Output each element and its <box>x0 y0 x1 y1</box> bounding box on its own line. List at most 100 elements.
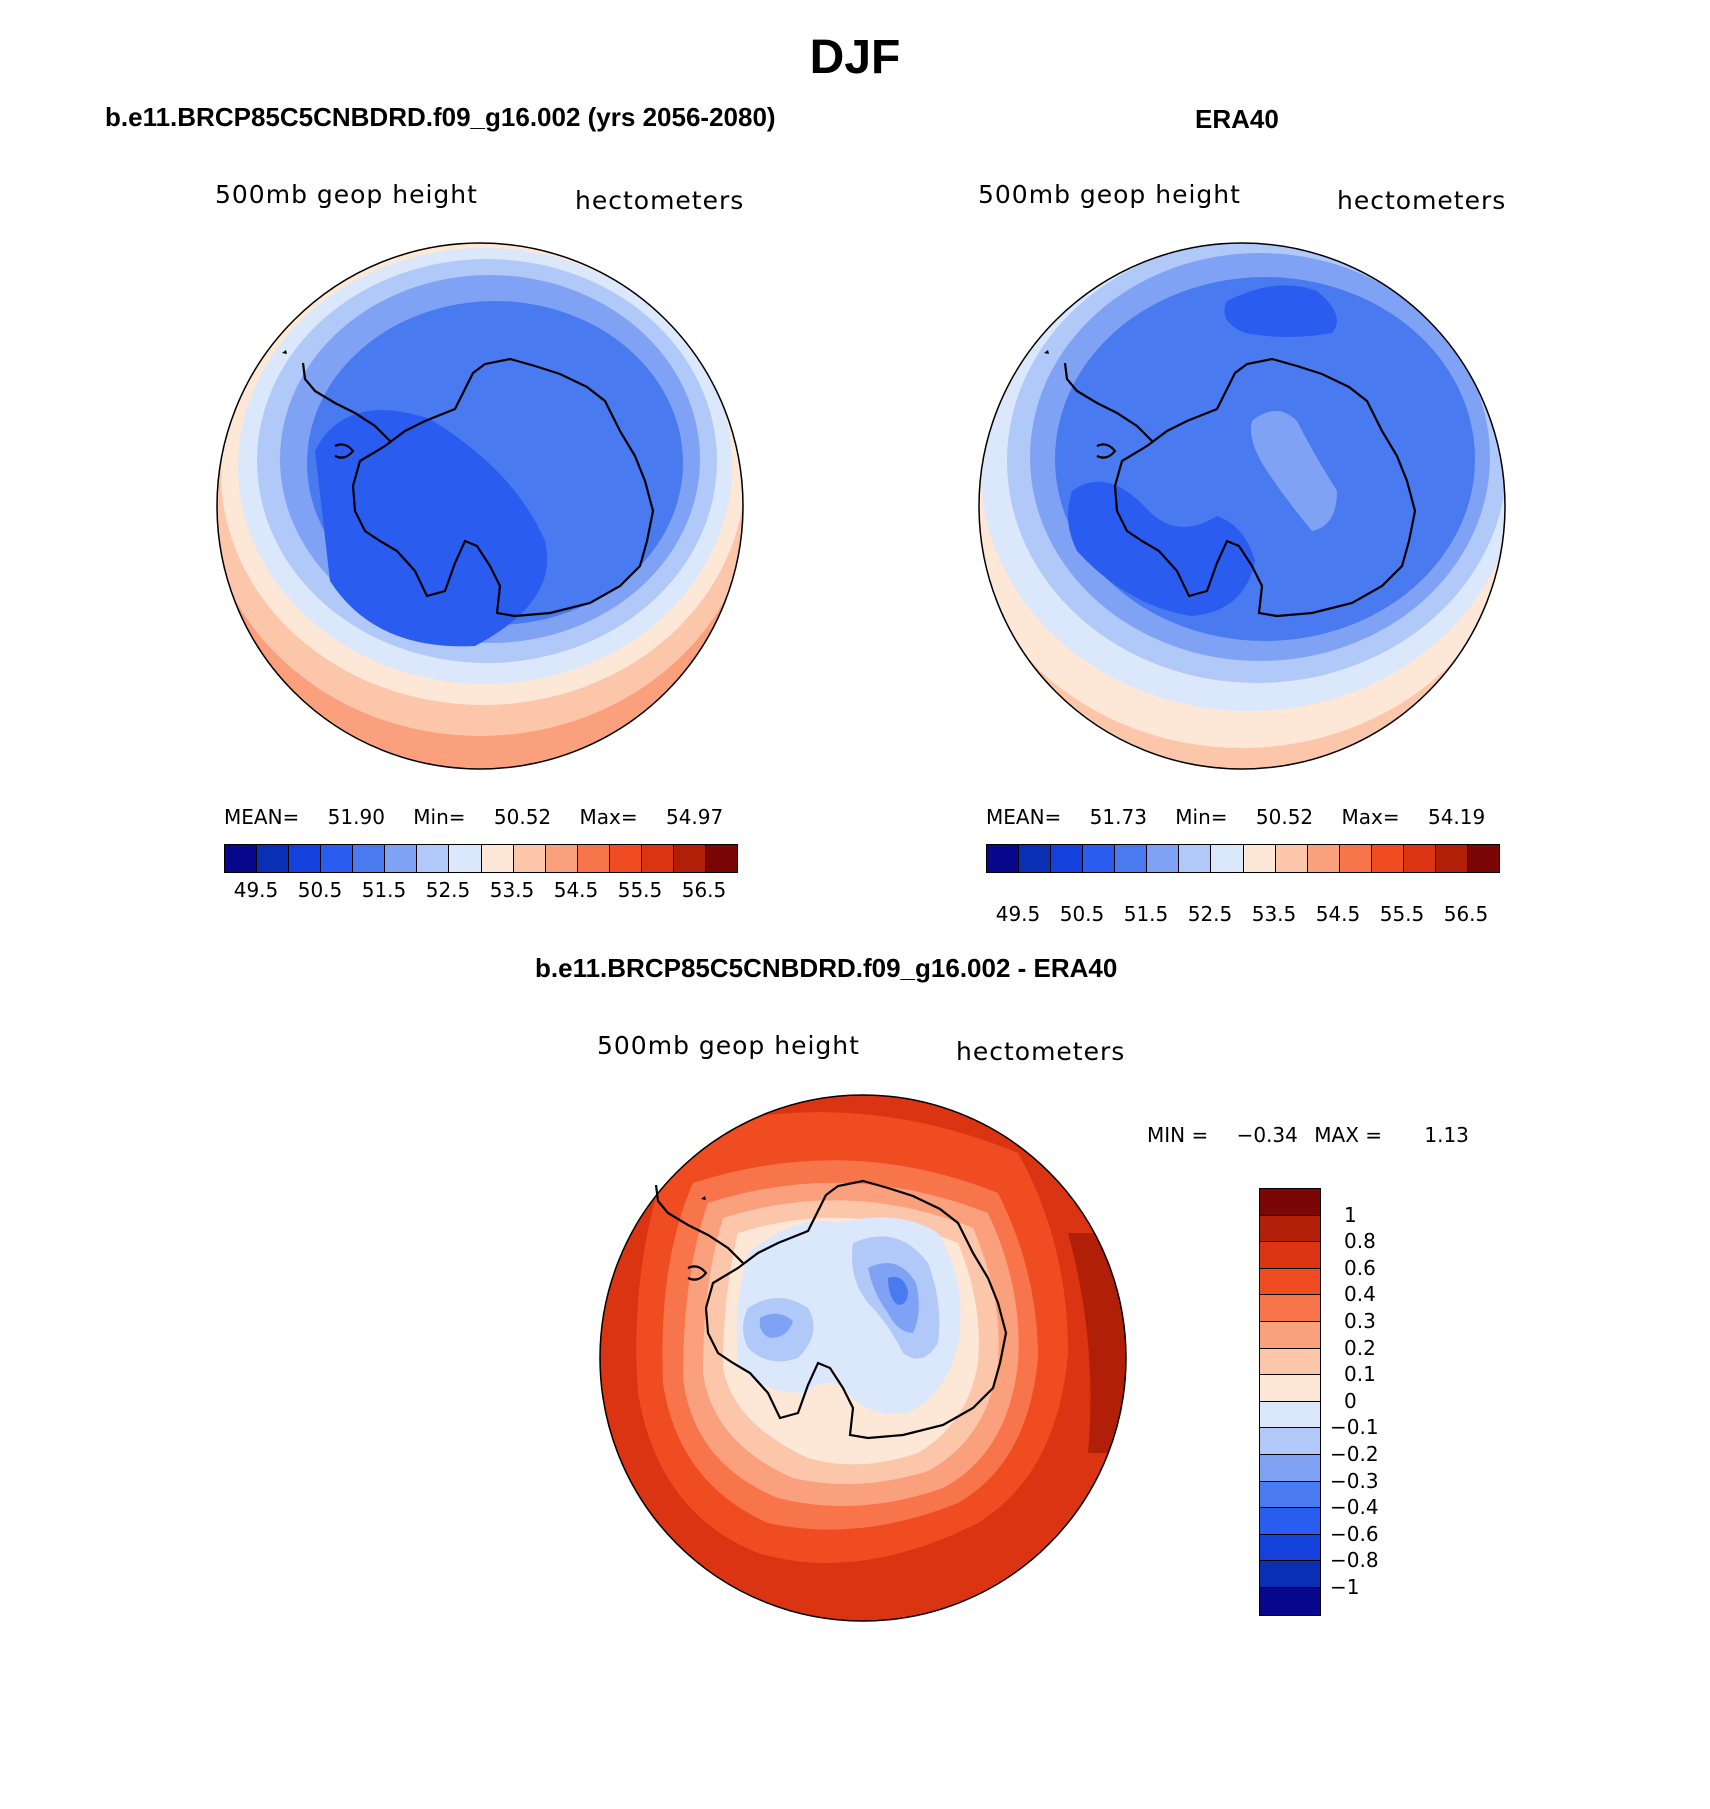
obs-mean-label: MEAN= <box>986 805 1062 829</box>
colorbar-tick-label: 56.5 <box>1443 902 1489 926</box>
colorbar-swatch <box>1339 845 1372 872</box>
colorbar-swatch <box>1260 1348 1320 1376</box>
colorbar-tick-label: 49.5 <box>233 878 279 902</box>
colorbar-tick-label: 54.5 <box>553 878 599 902</box>
colorbar-tick-label: −0.1 <box>1330 1415 1379 1440</box>
colorbar-swatch <box>1019 845 1052 872</box>
colorbar-swatch <box>1260 1215 1320 1243</box>
colorbar-tick-label: 56.5 <box>681 878 727 902</box>
model-colorbar <box>224 844 738 873</box>
colorbar-swatch <box>1083 845 1116 872</box>
colorbar-swatch <box>1435 845 1468 872</box>
diff-stats: MIN = −0.34 MAX = 1.13 <box>1147 1123 1469 1147</box>
obs-stats: MEAN= 51.73 Min= 50.52 Max= 54.19 <box>986 805 1485 829</box>
obs-units-label: hectometers <box>1337 186 1507 215</box>
model-min-value: 50.52 <box>493 805 552 829</box>
colorbar-tick-label: 0.1 <box>1344 1362 1376 1387</box>
colorbar-swatch <box>417 845 450 872</box>
colorbar-swatch <box>1260 1561 1320 1588</box>
diff-max-label: MAX = <box>1314 1123 1383 1147</box>
diff-panel-title: b.e11.BRCP85C5CNBDRD.f09_g16.002 - ERA40 <box>535 953 1118 983</box>
model-max-label: Max= <box>579 805 638 829</box>
colorbar-swatch <box>353 845 386 872</box>
colorbar-swatch <box>1260 1321 1320 1349</box>
colorbar-swatch <box>1307 845 1340 872</box>
model-min-label: Min= <box>413 805 466 829</box>
colorbar-swatch <box>321 845 354 872</box>
colorbar-swatch <box>1260 1481 1320 1509</box>
colorbar-swatch <box>481 845 514 872</box>
obs-min-value: 50.52 <box>1255 805 1314 829</box>
colorbar-swatch <box>1260 1508 1320 1535</box>
obs-max-value: 54.19 <box>1427 805 1486 829</box>
model-mean-label: MEAN= <box>224 805 300 829</box>
colorbar-swatch <box>1051 845 1084 872</box>
model-mean-value: 51.90 <box>327 805 385 829</box>
colorbar-tick-label: 50.5 <box>297 878 343 902</box>
colorbar-tick-label: 49.5 <box>995 902 1041 926</box>
colorbar-swatch <box>1275 845 1308 872</box>
colorbar-swatch <box>1467 845 1499 872</box>
colorbar-swatch <box>1211 845 1244 872</box>
colorbar-swatch <box>1260 1268 1320 1296</box>
colorbar-swatch <box>1260 1295 1320 1322</box>
obs-polar-map <box>978 242 1506 770</box>
diff-polar-map <box>599 1094 1127 1622</box>
colorbar-tick-label: 0.2 <box>1344 1335 1376 1360</box>
colorbar-swatch <box>1260 1454 1320 1482</box>
model-stats: MEAN= 51.90 Min= 50.52 Max= 54.97 <box>224 805 723 829</box>
colorbar-swatch <box>1260 1587 1320 1615</box>
colorbar-swatch <box>1260 1242 1320 1269</box>
obs-min-label: Min= <box>1175 805 1228 829</box>
diff-colorbar-ticks: 1 0.8 0.6 0.4 0.3 0.2 0.1 0 −0.1 −0.2 −0.3 −0.4 −0.6… <box>1330 1188 1410 1614</box>
colorbar-swatch <box>449 845 482 872</box>
obs-colorbar <box>986 844 1500 873</box>
colorbar-swatch <box>1243 845 1276 872</box>
colorbar-swatch <box>577 845 610 872</box>
colorbar-tick-label: 0.4 <box>1344 1282 1376 1307</box>
colorbar-swatch <box>705 845 737 872</box>
colorbar-tick-label: 51.5 <box>361 878 407 902</box>
colorbar-swatch <box>1260 1534 1320 1562</box>
colorbar-swatch <box>1260 1401 1320 1429</box>
diff-variable-label: 500mb geop height <box>597 1031 860 1060</box>
colorbar-swatch <box>225 845 258 872</box>
colorbar-tick-label: 55.5 <box>617 878 663 902</box>
colorbar-swatch <box>289 845 322 872</box>
colorbar-swatch <box>641 845 674 872</box>
colorbar-swatch <box>1147 845 1180 872</box>
colorbar-tick-label: 50.5 <box>1059 902 1105 926</box>
colorbar-tick-label: 0.3 <box>1344 1309 1376 1333</box>
model-polar-map <box>216 242 744 770</box>
colorbar-swatch <box>1115 845 1148 872</box>
colorbar-tick-label: 52.5 <box>1187 902 1233 926</box>
model-colorbar-ticks: 49.5 50.5 51.5 52.5 53.5 54.5 55.5 56.5 <box>224 878 736 902</box>
colorbar-tick-label: 55.5 <box>1379 902 1425 926</box>
colorbar-tick-label: 0.6 <box>1344 1255 1376 1280</box>
colorbar-swatch <box>1260 1375 1320 1402</box>
colorbar-tick-label: 51.5 <box>1123 902 1169 926</box>
colorbar-tick-label: 52.5 <box>425 878 471 902</box>
colorbar-swatch <box>609 845 642 872</box>
colorbar-tick-label: −0.3 <box>1330 1468 1379 1493</box>
colorbar-tick-label: 1 <box>1344 1202 1357 1227</box>
colorbar-tick-label: 0.8 <box>1344 1229 1376 1254</box>
model-variable-label: 500mb geop height <box>215 180 478 209</box>
colorbar-swatch <box>1371 845 1404 872</box>
model-max-value: 54.97 <box>665 805 724 829</box>
colorbar-tick-label: 54.5 <box>1315 902 1361 926</box>
model-panel-title: b.e11.BRCP85C5CNBDRD.f09_g16.002 (yrs 20… <box>105 102 776 132</box>
colorbar-tick-label: 53.5 <box>489 878 535 902</box>
colorbar-tick-label: −0.2 <box>1330 1442 1379 1466</box>
obs-colorbar-ticks: 49.5 50.5 51.5 52.5 53.5 54.5 55.5 56.5 <box>986 902 1498 926</box>
diff-units-label: hectometers <box>956 1037 1126 1066</box>
colorbar-tick-label: −0.8 <box>1330 1548 1379 1573</box>
colorbar-swatch <box>673 845 706 872</box>
colorbar-swatch <box>385 845 418 872</box>
obs-max-label: Max= <box>1341 805 1400 829</box>
model-units-label: hectometers <box>575 186 745 215</box>
colorbar-swatch <box>1179 845 1212 872</box>
colorbar-swatch <box>1403 845 1436 872</box>
diff-max-value: 1.13 <box>1424 1123 1469 1147</box>
colorbar-swatch <box>513 845 546 872</box>
